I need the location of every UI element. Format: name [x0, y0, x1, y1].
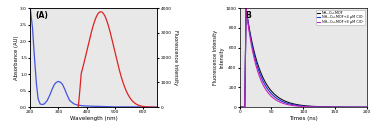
NH₂-Cu-MOF+8 μM ClO⁻: [244, 7, 248, 9]
Text: B: B: [245, 11, 251, 20]
NH₂-Cu-MOF: [330, 106, 334, 108]
NH₂-Cu-MOF+4 μM ClO⁻: [292, 104, 296, 106]
NH₂-Cu-MOF: [237, 106, 242, 108]
NH₂-Cu-MOF: [244, 7, 248, 9]
NH₂-Cu-MOF: [291, 103, 295, 105]
Line: NH₂-Cu-MOF+4 μM ClO⁻: NH₂-Cu-MOF+4 μM ClO⁻: [240, 8, 367, 107]
Y-axis label: Fluorescence Intensity
Intensity: Fluorescence Intensity Intensity: [213, 30, 224, 85]
X-axis label: Times (ns): Times (ns): [289, 116, 318, 121]
NH₂-Cu-MOF+4 μM ClO⁻: [244, 7, 248, 9]
NH₂-Cu-MOF+8 μM ClO⁻: [361, 106, 365, 108]
NH₂-Cu-MOF: [354, 106, 359, 108]
NH₂-Cu-MOF: [298, 104, 302, 106]
NH₂-Cu-MOF+8 μM ClO⁻: [292, 105, 296, 107]
NH₂-Cu-MOF+8 μM ClO⁻: [291, 105, 295, 106]
NH₂-Cu-MOF+4 μM ClO⁻: [237, 106, 242, 108]
NH₂-Cu-MOF+4 μM ClO⁻: [291, 104, 295, 106]
NH₂-Cu-MOF+8 μM ClO⁻: [298, 105, 302, 107]
NH₂-Cu-MOF+4 μM ClO⁻: [364, 106, 369, 108]
NH₂-Cu-MOF: [361, 106, 365, 108]
NH₂-Cu-MOF+4 μM ClO⁻: [361, 106, 365, 108]
NH₂-Cu-MOF+8 μM ClO⁻: [364, 106, 369, 108]
NH₂-Cu-MOF+4 μM ClO⁻: [354, 106, 359, 108]
Legend: NH₂-Cu-MOF, NH₂-Cu-MOF+4 μM ClO⁻, NH₂-Cu-MOF+8 μM ClO⁻: NH₂-Cu-MOF, NH₂-Cu-MOF+4 μM ClO⁻, NH₂-Cu…: [316, 10, 365, 25]
NH₂-Cu-MOF+8 μM ClO⁻: [237, 106, 242, 108]
X-axis label: Wavelength (nm): Wavelength (nm): [70, 116, 118, 121]
NH₂-Cu-MOF+4 μM ClO⁻: [298, 105, 302, 107]
Line: NH₂-Cu-MOF+8 μM ClO⁻: NH₂-Cu-MOF+8 μM ClO⁻: [240, 8, 367, 107]
Text: (A): (A): [35, 11, 48, 20]
NH₂-Cu-MOF+4 μM ClO⁻: [330, 106, 334, 108]
NH₂-Cu-MOF+8 μM ClO⁻: [354, 106, 359, 108]
NH₂-Cu-MOF: [364, 106, 369, 108]
Y-axis label: Fluorescence Intensity: Fluorescence Intensity: [173, 30, 178, 85]
NH₂-Cu-MOF+8 μM ClO⁻: [330, 106, 334, 108]
Y-axis label: Absorbance (AU): Absorbance (AU): [14, 35, 19, 80]
NH₂-Cu-MOF: [292, 103, 296, 105]
Line: NH₂-Cu-MOF: NH₂-Cu-MOF: [240, 8, 367, 107]
